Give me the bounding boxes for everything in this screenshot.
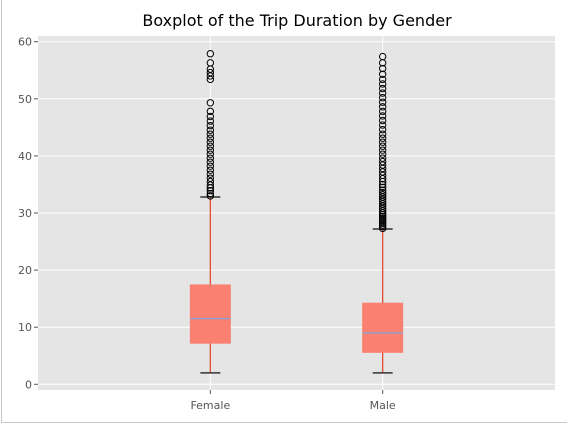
outlier-point (206, 134, 215, 142)
outlier-point (206, 177, 215, 186)
outlier-point (378, 116, 387, 125)
outlier-point (378, 130, 387, 138)
y-tick-label: 10 (18, 321, 32, 334)
x-tick-label: Male (370, 399, 396, 412)
outlier-point (378, 150, 387, 158)
outlier-point (206, 146, 215, 154)
outlier-point (378, 121, 387, 129)
outlier-point (378, 84, 387, 93)
y-tick-label: 30 (18, 207, 32, 220)
outlier-point (378, 157, 387, 166)
outlier-point (206, 154, 215, 162)
y-tick-label: 0 (25, 378, 32, 391)
outlier-point (206, 126, 215, 134)
y-tick-label: 40 (18, 150, 32, 163)
outlier-point (378, 75, 387, 84)
outlier-point (378, 183, 387, 192)
outlier-point (378, 146, 387, 154)
y-tick-label: 20 (18, 264, 32, 277)
outlier-point (206, 121, 215, 130)
outlier-point (378, 134, 387, 142)
outlier-point (206, 138, 215, 146)
outlier-point (378, 180, 387, 189)
outlier-point (206, 99, 215, 107)
outlier-point (206, 162, 215, 170)
box-iqr (189, 284, 231, 344)
outlier-point (378, 93, 387, 102)
outlier-point (206, 187, 215, 195)
outlier-point (378, 188, 387, 197)
y-tick-label: 60 (18, 36, 32, 49)
outlier-point (378, 154, 387, 162)
outlier-point (206, 189, 215, 198)
outlier-point (206, 142, 215, 150)
outlier-point (378, 70, 387, 78)
outlier-point (378, 52, 387, 61)
box-iqr (362, 302, 404, 353)
outlier-point (206, 174, 215, 182)
x-tick-label: Female (190, 399, 230, 412)
outlier-point (206, 112, 215, 121)
outlier-point (206, 150, 215, 158)
outlier-point (378, 112, 387, 120)
outlier-point (206, 158, 215, 166)
plot-area: 0 10 20 30 40 50 60 Female Male (18, 36, 555, 412)
outlier-point (378, 89, 387, 97)
outlier-point (378, 138, 387, 146)
outlier-point (378, 107, 387, 116)
y-tick-label: 50 (18, 93, 32, 106)
outlier-point (206, 117, 215, 125)
chart-title: Boxplot of the Trip Duration by Gender (142, 11, 452, 30)
outlier-point (206, 50, 215, 58)
outlier-point (378, 80, 387, 88)
outlier-point (378, 125, 387, 134)
outlier-point (378, 191, 387, 199)
outlier-point (206, 166, 215, 174)
outlier-point (206, 192, 215, 200)
outlier-point (206, 68, 215, 77)
outlier-point (378, 98, 387, 106)
outlier-point (378, 186, 387, 194)
outlier-point (378, 64, 387, 73)
outlier-point (206, 170, 215, 178)
outlier-point (378, 142, 387, 150)
outlier-point (206, 107, 215, 116)
outlier-point (378, 103, 387, 111)
outlier-point (206, 59, 215, 67)
outlier-point (206, 130, 215, 138)
